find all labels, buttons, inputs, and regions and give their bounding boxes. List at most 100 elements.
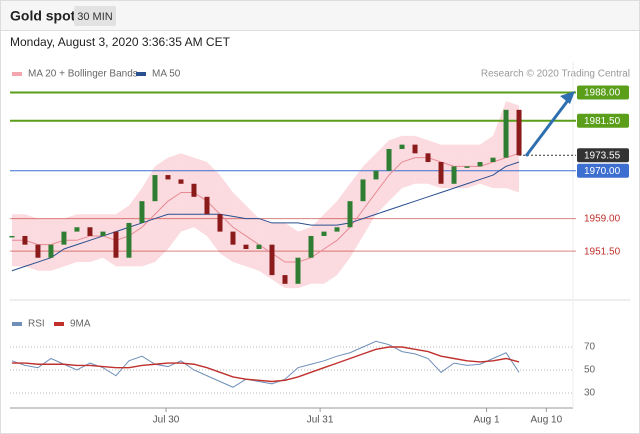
candle (87, 227, 93, 236)
title: Gold spot (10, 8, 76, 24)
bollinger-band (128, 188, 142, 267)
y-tick-label: 70 (584, 342, 596, 353)
candle (360, 179, 366, 202)
y-tick-label: 50 (584, 365, 596, 376)
source: Research © 2020 Trading Central (481, 69, 630, 80)
bollinger-band (271, 222, 285, 289)
indicator-line (11, 346, 520, 383)
candle (503, 109, 509, 158)
bollinger-band (154, 157, 168, 263)
candle (412, 144, 418, 154)
level-label: 1981.50 (584, 116, 621, 127)
legend-label: MA 20 + Bollinger Bands (28, 69, 138, 80)
legend-swatch (54, 322, 64, 326)
level-label: 1970.00 (584, 166, 621, 177)
bollinger-band (350, 166, 364, 258)
legend-swatch (12, 72, 22, 76)
candle (126, 222, 132, 258)
bollinger-band (506, 101, 520, 193)
candle (256, 244, 262, 250)
x-tick-label: Aug 10 (530, 415, 562, 426)
level-box (577, 85, 629, 100)
bollinger-band (402, 135, 416, 189)
level-label: 1959.00 (584, 214, 621, 225)
ma-line (11, 161, 520, 272)
candle (347, 201, 353, 228)
bollinger-band (298, 227, 312, 289)
candle (165, 175, 171, 180)
bollinger-band (324, 201, 338, 284)
candle (464, 166, 470, 168)
bollinger-band (102, 214, 116, 267)
candle (48, 244, 54, 258)
bollinger-band (141, 166, 155, 267)
bollinger-band (441, 144, 455, 189)
candle (399, 144, 405, 149)
candle (100, 231, 106, 236)
candle (295, 257, 301, 284)
forecast-arrow (524, 94, 574, 157)
bollinger-band (415, 135, 429, 184)
candle (22, 235, 28, 245)
interval-box[interactable] (74, 6, 116, 26)
candle (269, 244, 275, 276)
candle (438, 162, 444, 184)
bollinger-band (428, 140, 442, 189)
interval[interactable]: 30 MIN (77, 11, 113, 23)
candle (477, 162, 483, 167)
candle (217, 214, 223, 232)
candle (61, 231, 67, 245)
x-tick-label: Aug 1 (473, 415, 500, 426)
candle (9, 235, 15, 238)
bollinger-band (50, 218, 64, 271)
bollinger-band (245, 205, 259, 271)
candle (490, 157, 496, 163)
level-label: 1951.50 (584, 246, 621, 257)
ma-line (11, 152, 520, 263)
bollinger-band (376, 140, 390, 215)
candle (243, 244, 249, 250)
bollinger-band (493, 101, 507, 189)
level-box (577, 113, 629, 128)
candle (451, 166, 457, 184)
candle (152, 175, 158, 202)
candle (191, 183, 197, 197)
level-box (577, 148, 629, 163)
candle (321, 231, 327, 236)
level-label: 1988.00 (584, 88, 621, 99)
x-tick-label: Jul 30 (153, 415, 180, 426)
candle (386, 148, 392, 171)
y-tick-label: 30 (584, 388, 596, 399)
candle (139, 201, 145, 223)
candle (230, 231, 236, 245)
bollinger-band (167, 153, 181, 250)
bollinger-band (284, 222, 299, 289)
level-box (577, 163, 629, 178)
legend-label: RSI (28, 319, 45, 330)
candle (308, 235, 314, 258)
legend-swatch (136, 72, 146, 76)
candle (35, 244, 41, 258)
candle (425, 153, 431, 163)
legend-label: 9MA (70, 319, 91, 330)
legend-label: MA 50 (152, 69, 181, 80)
candle (516, 109, 522, 156)
bollinger-band (232, 192, 246, 267)
candle (373, 170, 379, 180)
candle (204, 196, 210, 215)
candle (178, 179, 184, 184)
candle (113, 231, 119, 258)
x-tick-label: Jul 31 (307, 415, 334, 426)
arrow-head (560, 91, 575, 104)
level-label: 1973.55 (584, 150, 621, 161)
bollinger-band (480, 135, 494, 189)
candle (74, 227, 80, 232)
bollinger-band (311, 214, 325, 284)
timestamp: Monday, August 3, 2020 3:36:35 AM CET (10, 35, 231, 49)
legend-swatch (12, 322, 22, 326)
candle (334, 227, 340, 232)
candle (282, 275, 288, 284)
bollinger-band (337, 183, 351, 276)
